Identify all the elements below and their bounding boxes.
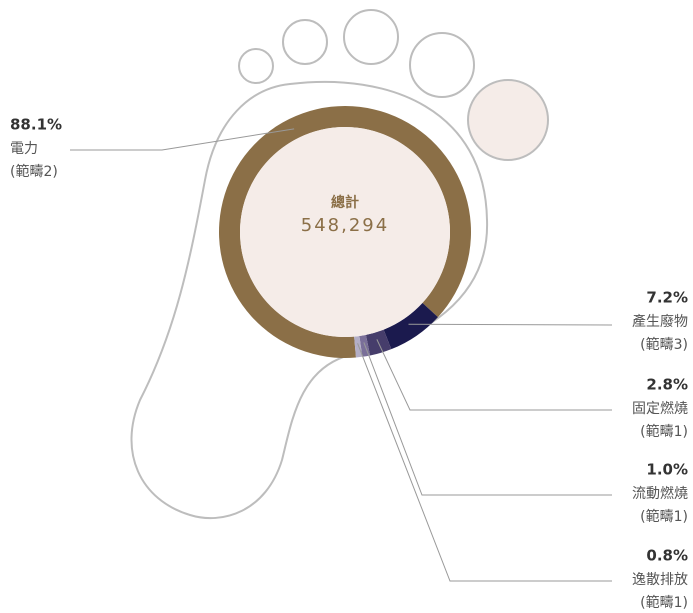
category-label: 產生廢物 [632, 313, 688, 330]
value-label: 2.8% [646, 376, 688, 394]
value-label: 88.1% [10, 116, 62, 134]
category-label: 固定燃燒 [632, 400, 688, 417]
scope-label: (範疇3) [640, 336, 688, 353]
leader-line [377, 339, 612, 410]
value-label: 1.0% [646, 461, 688, 479]
category-label: 電力 [10, 141, 38, 157]
scope-label: (範疇1) [640, 594, 688, 611]
scope-label: (範疇2) [10, 163, 58, 180]
value-label: 7.2% [646, 289, 688, 307]
center-title: 總計 [331, 194, 359, 211]
scope-label: (範疇1) [640, 508, 688, 525]
value-label: 0.8% [646, 547, 688, 565]
category-label: 逸散排放 [632, 572, 688, 588]
leader-line [409, 324, 612, 325]
scope-label: (範疇1) [640, 423, 688, 440]
chart: 總計 548,294 88.1% 電力 (範疇2) 7.2% 產生廢物 (範疇3) 2.8%… [0, 0, 693, 613]
center-value: 548,294 [301, 215, 389, 236]
leader-line [364, 342, 612, 495]
category-label: 流動燃燒 [632, 485, 688, 502]
